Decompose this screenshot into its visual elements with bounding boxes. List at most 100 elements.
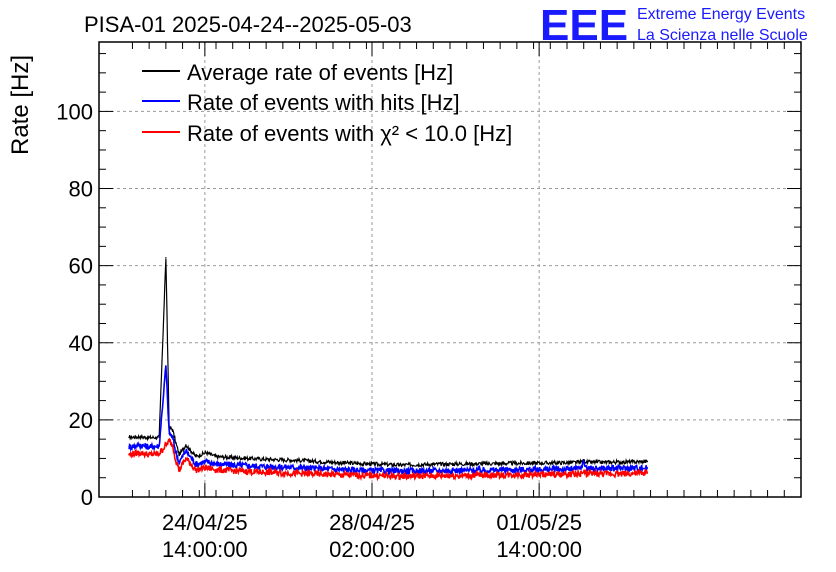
series-1-point-27 — [599, 467, 602, 470]
series-1-point-4 — [165, 365, 167, 367]
x-tick-label-time-2: 14:00:00 — [496, 537, 582, 562]
series-1-point-10 — [195, 463, 197, 466]
series-2-point-25 — [582, 471, 585, 473]
series-0-point-16 — [332, 461, 334, 464]
series-2 — [128, 437, 649, 482]
series-1-point-9 — [185, 449, 187, 452]
series-2-point-21 — [499, 474, 501, 476]
x-tick-label-date-0: 24/04/25 — [162, 510, 248, 535]
series-0-point-22 — [532, 462, 535, 464]
series-1-point-11 — [205, 460, 207, 463]
series-0-point-0 — [128, 436, 130, 439]
chart-title: PISA-01 2025-04-24--2025-05-03 — [84, 12, 412, 37]
series-1-point-26 — [586, 467, 588, 470]
y-tick-label-20: 20 — [69, 408, 93, 433]
grid-lines — [99, 42, 801, 497]
legend-label-2: Rate of events with χ² < 10.0 [Hz] — [187, 121, 512, 146]
series-2-point-29 — [646, 472, 649, 474]
x-tick-label-date-1: 28/04/25 — [329, 510, 415, 535]
series-1-point-8 — [178, 461, 181, 464]
series-1-point-2 — [148, 446, 150, 448]
series-1-point-0 — [128, 446, 130, 448]
series-0-point-13 — [231, 456, 234, 459]
series-2-point-7 — [175, 459, 177, 462]
series-2-point-9 — [185, 457, 187, 460]
series-0-point-21 — [499, 462, 501, 465]
series-1-point-13 — [231, 464, 234, 466]
series-0-point-29 — [646, 460, 649, 463]
y-axis-label: Rate [Hz] — [7, 55, 34, 155]
series-2-point-20 — [465, 474, 468, 477]
series-1-point-7 — [175, 451, 177, 454]
series-line-0 — [128, 258, 648, 469]
series-0-point-23 — [566, 461, 568, 464]
series-0-point-6 — [171, 428, 174, 431]
series-0-point-10 — [195, 455, 197, 458]
series-0-point-28 — [633, 461, 635, 463]
series-0-point-15 — [298, 459, 301, 462]
series-2-point-14 — [265, 471, 267, 474]
series-0-point-27 — [599, 461, 602, 464]
series-1-point-20 — [465, 469, 468, 472]
series-2-point-15 — [298, 472, 301, 475]
y-tick-label-0: 0 — [81, 485, 93, 510]
series-2-point-4 — [165, 444, 167, 446]
series-2-point-27 — [599, 473, 602, 475]
series-2-point-10 — [195, 469, 197, 471]
series-1-point-12 — [215, 463, 217, 465]
y-tick-label-80: 80 — [69, 177, 93, 202]
series-2-point-3 — [158, 453, 160, 455]
series-0-point-11 — [205, 451, 207, 454]
series-1-point-18 — [399, 470, 401, 472]
series-2-point-12 — [215, 468, 217, 471]
series-0-point-9 — [185, 444, 187, 446]
logo-line-2: La Scienza nelle Scuole — [637, 27, 808, 44]
series-2-point-26 — [586, 473, 588, 475]
series-2-point-16 — [332, 473, 334, 476]
series-0-point-12 — [215, 455, 217, 458]
series-1-point-24 — [579, 467, 582, 470]
series-1-point-29 — [646, 466, 649, 469]
series-lines — [128, 257, 649, 482]
series-0-point-14 — [265, 458, 267, 461]
series-1 — [128, 365, 649, 477]
series-2-point-5 — [168, 440, 170, 442]
series-2-point-23 — [566, 473, 568, 476]
series-1-point-23 — [566, 468, 568, 471]
series-1-point-3 — [158, 445, 160, 447]
series-2-point-1 — [138, 451, 140, 454]
series-2-point-13 — [231, 469, 234, 472]
eee-logo: EEE Extreme Energy Events La Scienza nel… — [540, 1, 808, 50]
series-1-point-25 — [582, 461, 585, 464]
series-2-point-6 — [171, 444, 174, 446]
series-2-point-18 — [399, 475, 401, 477]
y-tick-label-40: 40 — [69, 331, 93, 356]
series-0-point-26 — [586, 461, 588, 464]
series-0-point-8 — [178, 453, 181, 456]
series-2-point-22 — [532, 473, 535, 476]
legend-label-1: Rate of events with hits [Hz] — [187, 90, 460, 115]
series-2-point-19 — [432, 474, 435, 477]
axes: 02040608010024/04/2514:00:0028/04/2502:0… — [56, 41, 802, 562]
series-0-point-24 — [579, 461, 582, 464]
series-1-point-17 — [365, 469, 368, 472]
series-2-point-11 — [205, 466, 207, 469]
series-1-point-5 — [168, 432, 170, 435]
y-tick-label-60: 60 — [69, 254, 93, 279]
legend-label-0: Average rate of events [Hz] — [187, 60, 453, 85]
x-tick-label-time-0: 14:00:00 — [162, 537, 248, 562]
series-0 — [128, 257, 649, 469]
series-0-point-20 — [465, 463, 468, 465]
series-line-2 — [128, 437, 648, 482]
legend: Average rate of events [Hz] Rate of event… — [142, 60, 512, 146]
x-tick-label-date-2: 01/05/25 — [496, 510, 582, 535]
series-2-point-8 — [178, 469, 181, 471]
series-1-point-1 — [138, 444, 140, 446]
series-0-point-4 — [165, 257, 167, 259]
series-0-point-18 — [399, 464, 401, 466]
series-2-point-2 — [148, 453, 150, 456]
series-2-point-17 — [365, 474, 368, 477]
series-0-point-1 — [138, 436, 140, 438]
series-1-point-14 — [265, 465, 267, 468]
